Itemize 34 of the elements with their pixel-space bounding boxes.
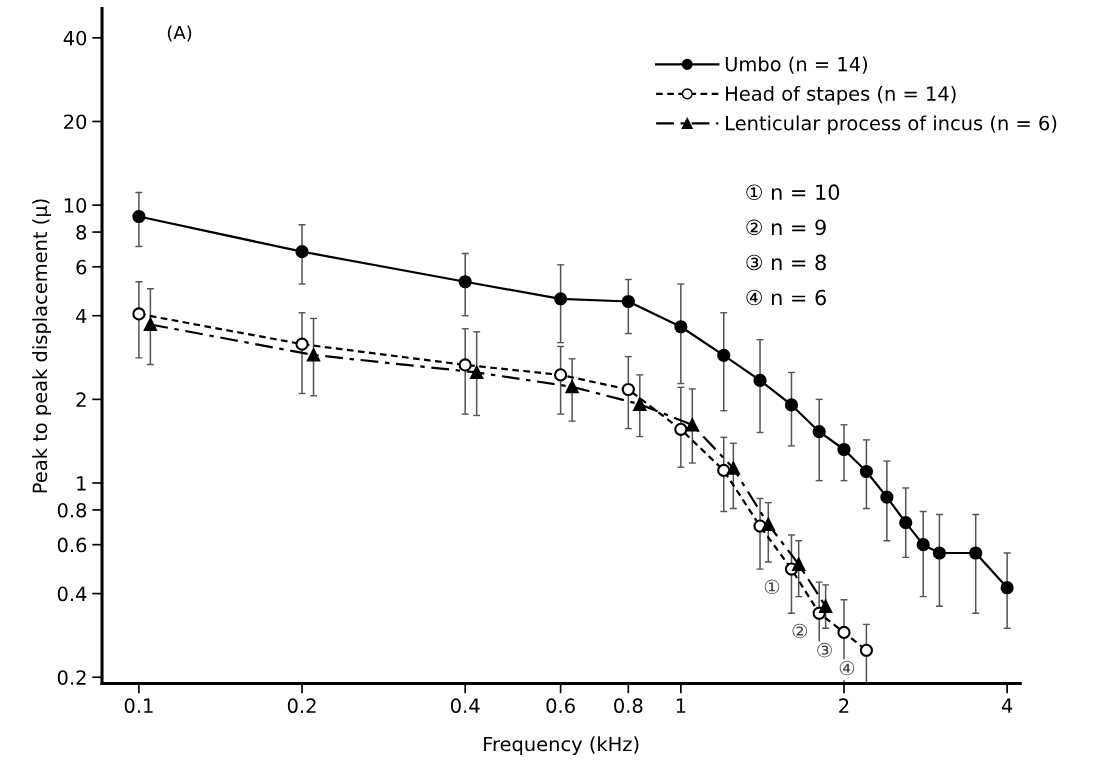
x-tick-label: 2 [839, 698, 849, 713]
x-tick-label: 0.8 [614, 698, 643, 714]
annotation: ③ [817, 642, 832, 658]
y-tick-label: 0.8 [57, 502, 87, 518]
y-tick-label: 2 [76, 392, 86, 407]
y-tick-label: 10 [64, 198, 87, 213]
x-tick-label: 0.6 [546, 698, 575, 714]
x-axis-title: Frequency (kHz) [484, 736, 639, 756]
x-tick-label: 0.1 [124, 698, 153, 714]
x-tick-label: 0.2 [287, 698, 316, 714]
annotation: (A) [167, 25, 192, 42]
y-tick-label: 0.6 [57, 537, 87, 553]
legend-label: Lenticular process of incus (n = 6) [726, 115, 1057, 135]
y-tick-label: 0.2 [57, 670, 86, 685]
x-tick-label: 0.4 [451, 698, 480, 714]
y-axis-title: Peak to peak displacement (μ) [32, 199, 51, 493]
x-tick-label: 1 [676, 698, 686, 713]
y-tick-label: 0.4 [57, 586, 87, 602]
annotation: ④ n = 6 [746, 289, 826, 306]
annotation: ① [764, 579, 780, 595]
x-tick-label: 4 [1001, 698, 1013, 713]
y-tick-label: 40 [63, 30, 87, 46]
annotation: ④ [839, 660, 855, 676]
y-tick-label: 4 [76, 308, 87, 324]
y-tick-label: 6 [76, 259, 87, 275]
annotation: ② n = 9 [746, 219, 826, 236]
y-tick-label: 1 [77, 476, 86, 491]
annotation: ② [792, 623, 808, 639]
annotation: ① n = 10 [746, 184, 840, 201]
legend-label: Umbo (n = 14) [725, 56, 867, 74]
y-tick-label: 8 [76, 225, 87, 240]
annotation: ③ n = 8 [746, 254, 826, 271]
y-tick-label: 20 [64, 114, 87, 130]
legend-label: Head of stapes (n = 14) [726, 85, 956, 105]
